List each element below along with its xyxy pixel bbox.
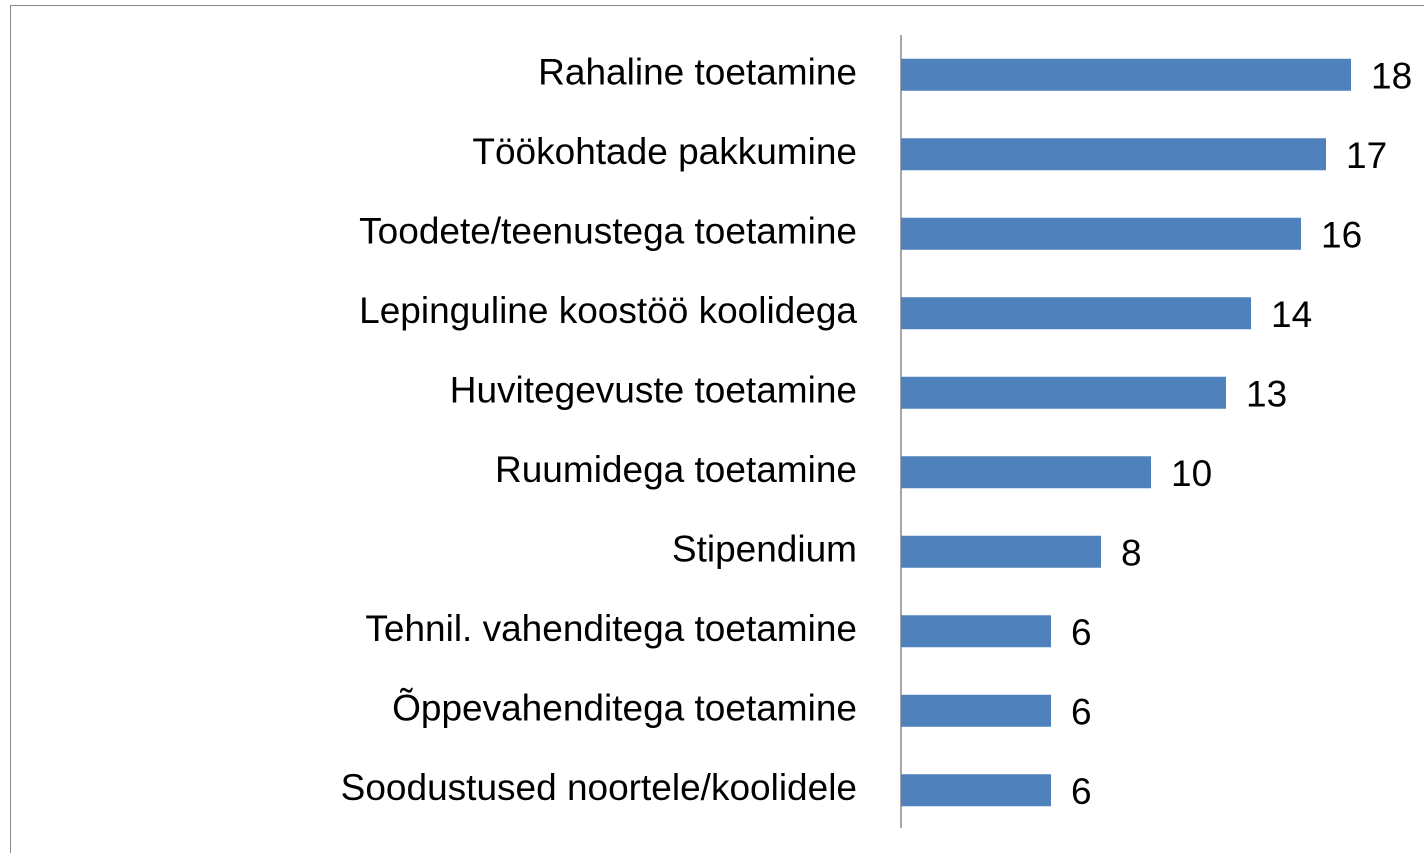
data-label: 14 (1271, 294, 1312, 335)
bar (901, 58, 1351, 91)
bar (901, 615, 1051, 648)
category-label: Lepinguline koostöö koolidega (359, 290, 857, 331)
category-label: Tehnil. vahenditega toetamine (365, 608, 857, 649)
data-label: 16 (1321, 215, 1362, 256)
data-label: 6 (1071, 692, 1092, 733)
category-label: Õppevahenditega toetamine (392, 688, 857, 729)
data-label: 18 (1371, 56, 1412, 97)
category-label: Toodete/teenustega toetamine (359, 211, 857, 252)
data-label: 17 (1346, 135, 1387, 176)
bar (901, 456, 1151, 489)
bar (901, 297, 1251, 330)
data-label: 6 (1071, 771, 1092, 812)
bar (901, 138, 1326, 171)
category-label: Huvitegevuste toetamine (450, 370, 857, 411)
data-label: 8 (1121, 533, 1142, 574)
category-label: Soodustused noortele/koolidele (341, 767, 857, 808)
category-label: Töökohtade pakkumine (472, 131, 857, 172)
data-label: 6 (1071, 612, 1092, 653)
bar (901, 694, 1051, 727)
bar (901, 376, 1226, 409)
data-label: 13 (1246, 374, 1287, 415)
category-label: Stipendium (672, 529, 857, 570)
category-label: Ruumidega toetamine (495, 449, 857, 490)
category-label: Rahaline toetamine (538, 52, 857, 93)
data-label: 10 (1171, 453, 1212, 494)
bar (901, 535, 1101, 568)
bar (901, 774, 1051, 807)
bar (901, 217, 1301, 250)
